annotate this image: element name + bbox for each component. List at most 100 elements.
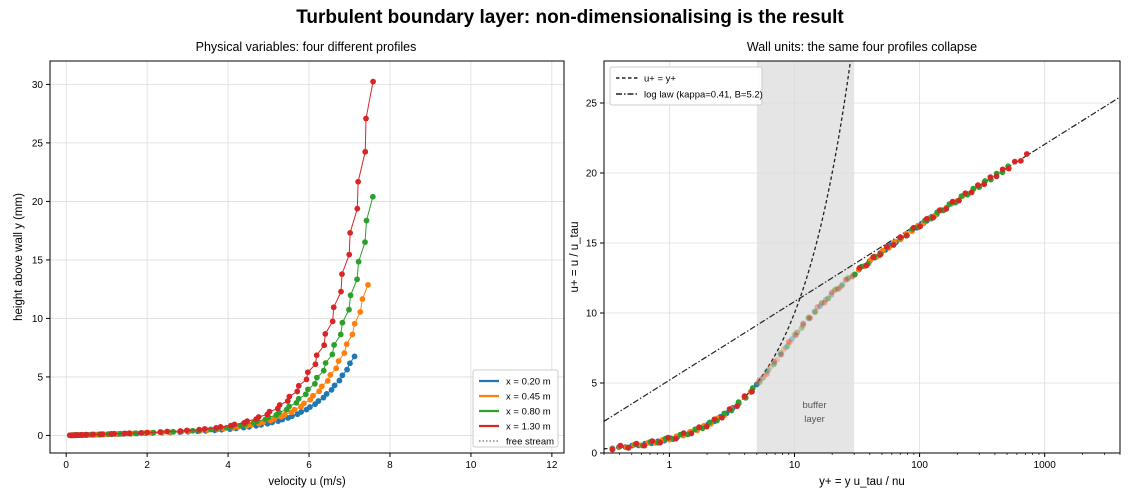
- right-series-point-3: [981, 181, 988, 188]
- right-series-point-2: [763, 368, 770, 375]
- left-series-point-2: [189, 427, 196, 434]
- right-series-point-0: [845, 275, 851, 282]
- right-series-point-3: [949, 198, 956, 205]
- right-y-tick-label: 25: [586, 99, 598, 110]
- left-series-point-3: [201, 425, 208, 432]
- right-y-tick-label: 20: [586, 169, 598, 180]
- right-series-point-0: [839, 281, 846, 288]
- left-series-point-0: [339, 372, 346, 379]
- right-series-point-3: [625, 444, 632, 451]
- left-series-point-3: [213, 425, 219, 431]
- right-series-point-3: [1017, 157, 1024, 164]
- right-series-point-3: [680, 430, 687, 437]
- right-series-point-2: [825, 295, 832, 302]
- left-series-point-2: [312, 380, 318, 387]
- right-series-point-3: [609, 446, 616, 453]
- right-series-point-0: [771, 360, 778, 366]
- left-legend-box: [472, 369, 559, 448]
- right-series-point-3: [641, 442, 648, 449]
- left-series-point-3: [330, 304, 337, 311]
- left-series-point-0: [323, 391, 330, 397]
- left-series-point-3: [370, 78, 376, 85]
- right-series-point-3: [877, 252, 883, 258]
- right-series-point-3: [999, 166, 1006, 173]
- left-series-point-3: [73, 432, 80, 438]
- right-series-point-3: [936, 207, 943, 214]
- left-series-point-3: [99, 431, 106, 438]
- left-legend-label-1: x = 0.45 m: [506, 392, 551, 403]
- left-series-point-0: [331, 382, 338, 389]
- right-series-point-3: [617, 442, 624, 449]
- right-panel-title: Wall units: the same four profiles colla…: [747, 40, 977, 54]
- right-series-point-0: [788, 336, 795, 342]
- left-legend-label-2: x = 0.80 m: [506, 407, 551, 418]
- left-series-point-3: [266, 408, 273, 415]
- left-series-point-2: [347, 292, 354, 299]
- figure-title: Turbulent boundary layer: non-dimensiona…: [296, 7, 844, 28]
- right-series-point-1: [799, 323, 806, 330]
- right-series-point-3: [734, 403, 740, 410]
- left-series-point-0: [344, 366, 350, 373]
- right-series-point-1: [837, 283, 844, 290]
- left-panel-title: Physical variables: four different profi…: [196, 40, 417, 54]
- right-y-tick-label: 5: [591, 379, 597, 390]
- left-series-point-3: [231, 421, 238, 428]
- left-series-point-1: [351, 320, 358, 327]
- left-series-point-2: [329, 351, 336, 358]
- right-series-point-3: [726, 406, 733, 413]
- left-series-point-0: [336, 377, 343, 384]
- right-series-point-3: [763, 371, 770, 377]
- right-panel: Wall units: the same four profiles colla…: [569, 40, 1121, 488]
- right-series-point-3: [956, 197, 962, 204]
- right-y-axis-label: u+ = u / u_tau: [569, 222, 581, 293]
- left-x-tick-label: 12: [546, 460, 558, 471]
- left-series-point-3: [294, 388, 301, 395]
- left-series-point-3: [78, 431, 84, 438]
- right-series-point-3: [771, 358, 778, 365]
- right-series-point-3: [975, 182, 981, 189]
- right-series-point-2: [832, 286, 838, 293]
- left-series-point-1: [333, 365, 340, 372]
- right-series-point-3: [987, 174, 994, 181]
- right-series-point-3: [696, 424, 702, 431]
- left-series-point-3: [286, 393, 293, 400]
- right-legend-box: [609, 66, 763, 106]
- left-series-point-3: [338, 288, 344, 295]
- right-series-point-3: [741, 393, 748, 400]
- left-series-line-1: [70, 284, 369, 436]
- left-series-point-2: [355, 258, 362, 265]
- left-series-point-1: [365, 281, 371, 288]
- left-series-point-0: [307, 404, 313, 410]
- right-series-point-0: [811, 308, 818, 315]
- left-series-point-0: [328, 386, 335, 393]
- left-series-point-3: [276, 402, 283, 408]
- right-x-tick-label: 1000: [1034, 460, 1057, 471]
- right-series-point-3: [863, 262, 870, 269]
- left-series-point-3: [321, 342, 328, 349]
- left-series-point-3: [217, 424, 224, 430]
- right-series-point-3: [993, 173, 1000, 180]
- right-y-tick-label: 15: [586, 239, 598, 250]
- right-series-point-1: [761, 373, 768, 380]
- buffer-layer-label: layer: [804, 414, 825, 425]
- left-series-point-3: [346, 251, 353, 258]
- left-series-point-2: [320, 367, 327, 374]
- left-series-point-1: [318, 383, 325, 390]
- left-y-tick-label: 15: [32, 255, 44, 266]
- right-x-tick-label: 10: [789, 460, 801, 471]
- right-y-tick-label: 10: [586, 309, 598, 320]
- right-series-point-2: [838, 282, 845, 289]
- right-series-point-1: [831, 287, 838, 294]
- left-series-point-2: [369, 193, 376, 200]
- left-series-point-3: [183, 427, 190, 434]
- left-series-point-3: [126, 430, 133, 437]
- left-series-point-3: [312, 361, 319, 368]
- left-series-point-3: [196, 426, 203, 433]
- left-series-point-3: [83, 431, 90, 438]
- left-series-point-3: [284, 398, 291, 404]
- right-x-axis-label: y+ = y u_tau / nu: [819, 476, 905, 488]
- left-series-point-1: [335, 358, 342, 364]
- left-plot-frame: [49, 60, 565, 454]
- left-series-point-3: [313, 352, 320, 359]
